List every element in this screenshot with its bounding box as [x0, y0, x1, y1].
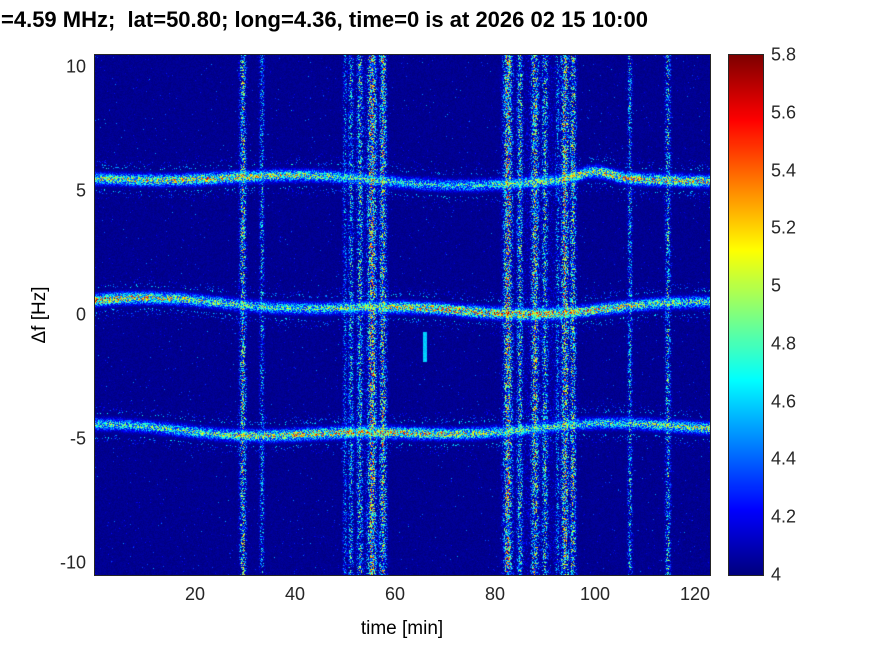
y-tick-label: -10: [59, 552, 86, 573]
colorbar-tick-label: 4.2: [771, 506, 797, 527]
x-tick-label: 20: [184, 584, 206, 604]
colorbar-tick-label: 5.8: [771, 44, 797, 65]
colorbar-tick-label: 5.6: [771, 102, 797, 123]
x-tick-label: 60: [384, 584, 406, 604]
x-axis-label: time [min]: [360, 618, 444, 639]
x-tick-label: 100: [579, 584, 611, 604]
x-tick-label: 40: [284, 584, 306, 604]
colorbar-tick-label: 4.4: [771, 448, 797, 469]
y-tick-label: 5: [75, 180, 86, 201]
plot-title: =4.59 MHz; lat=50.80; long=4.36, time=0 …: [1, 7, 648, 32]
y-axis-label: Δf [Hz]: [29, 286, 50, 344]
colorbar-tick-label: 4.8: [771, 333, 797, 354]
colorbar-tick-label: 5.2: [771, 217, 797, 238]
colorbar-tick-label: 5.4: [771, 160, 797, 181]
y-tick-label: -5: [69, 428, 86, 449]
colorbar-tick-label: 4.6: [771, 391, 797, 412]
y-tick-label: 10: [65, 56, 86, 77]
y-tick-label: 0: [75, 304, 86, 325]
colorbar-tick-label: 5: [771, 275, 782, 296]
x-tick-label: 80: [484, 584, 506, 604]
spectrogram-canvas: [95, 55, 710, 575]
x-tick-label: 120: [679, 584, 711, 604]
colorbar-tick-label: 4: [771, 564, 782, 585]
colorbar: [729, 55, 763, 575]
